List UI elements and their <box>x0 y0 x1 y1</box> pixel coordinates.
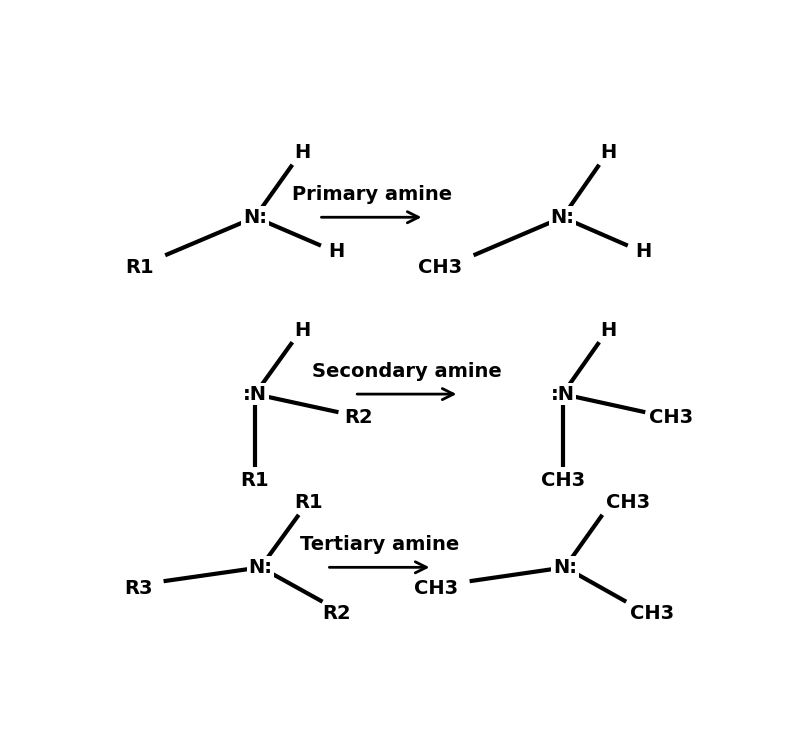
Text: CH3: CH3 <box>418 258 462 277</box>
Text: :N: :N <box>550 385 574 404</box>
Text: H: H <box>635 242 652 261</box>
Text: R1: R1 <box>126 258 154 277</box>
Text: N:: N: <box>550 208 574 227</box>
Text: :N: :N <box>243 385 267 404</box>
Text: H: H <box>329 242 345 261</box>
Text: Tertiary amine: Tertiary amine <box>300 536 459 555</box>
Text: N:: N: <box>249 558 273 577</box>
Text: H: H <box>294 321 310 340</box>
Text: CH3: CH3 <box>630 604 674 623</box>
Text: Secondary amine: Secondary amine <box>312 362 502 381</box>
Text: H: H <box>601 321 617 340</box>
Text: CH3: CH3 <box>414 579 458 598</box>
Text: H: H <box>294 143 310 162</box>
Text: CH3: CH3 <box>606 494 650 512</box>
Text: R3: R3 <box>124 579 153 598</box>
Text: R2: R2 <box>344 408 373 426</box>
Text: R1: R1 <box>294 494 322 512</box>
Text: CH3: CH3 <box>649 408 693 426</box>
Text: R2: R2 <box>322 604 351 623</box>
Text: N:: N: <box>243 208 267 227</box>
Text: H: H <box>601 143 617 162</box>
Text: N:: N: <box>553 558 577 577</box>
Text: R1: R1 <box>241 471 270 490</box>
Text: CH3: CH3 <box>541 471 585 490</box>
Text: Primary amine: Primary amine <box>292 185 452 204</box>
